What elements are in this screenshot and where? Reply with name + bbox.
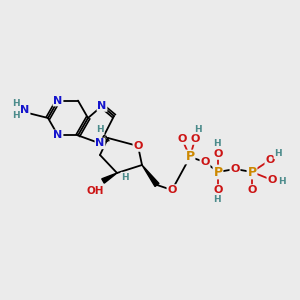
Text: O: O <box>265 155 275 165</box>
Text: O: O <box>200 157 210 167</box>
Text: O: O <box>230 164 240 174</box>
Text: N: N <box>20 105 30 115</box>
Text: H: H <box>278 178 286 187</box>
Text: O: O <box>133 141 143 151</box>
Text: H: H <box>213 140 221 148</box>
Text: H: H <box>12 100 20 109</box>
Text: H: H <box>274 149 282 158</box>
Text: N: N <box>98 101 106 111</box>
Text: O: O <box>190 134 200 144</box>
Text: O: O <box>267 175 277 185</box>
Text: H: H <box>194 124 202 134</box>
Text: H: H <box>121 172 129 182</box>
Text: OH: OH <box>86 186 104 196</box>
Polygon shape <box>142 165 159 187</box>
Text: P: P <box>248 166 256 178</box>
Text: N: N <box>53 96 63 106</box>
Text: O: O <box>177 134 187 144</box>
Text: P: P <box>213 166 223 178</box>
Text: N: N <box>95 138 105 148</box>
Text: O: O <box>213 149 223 159</box>
Text: P: P <box>185 151 195 164</box>
Text: H: H <box>96 125 104 134</box>
Text: N: N <box>53 130 63 140</box>
Polygon shape <box>102 173 117 183</box>
Text: O: O <box>213 185 223 195</box>
Text: H: H <box>12 112 20 121</box>
Text: O: O <box>247 185 257 195</box>
Text: H: H <box>213 196 221 205</box>
Text: O: O <box>167 185 177 195</box>
